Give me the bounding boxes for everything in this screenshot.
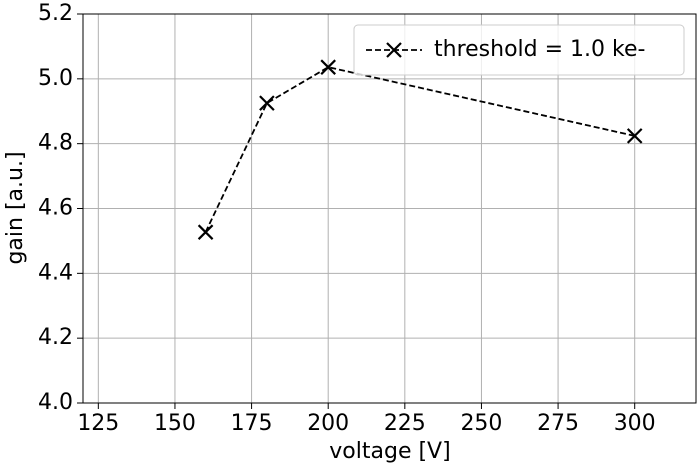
x-tick-label: 175 (231, 411, 273, 436)
x-tick-label: 125 (77, 411, 119, 436)
x-tick-label: 225 (384, 411, 426, 436)
x-tick-label: 200 (307, 411, 349, 436)
x-tick-label: 250 (460, 411, 502, 436)
y-tick-label: 5.0 (38, 66, 73, 91)
y-tick-label: 4.0 (38, 390, 73, 415)
x-tick-label: 275 (537, 411, 579, 436)
y-tick-label: 4.4 (38, 260, 73, 285)
data-point (626, 128, 643, 144)
legend-box (353, 24, 685, 76)
y-tick-label: 4.2 (38, 325, 73, 350)
y-tick-label: 5.2 (38, 1, 73, 26)
plot-frame (82, 13, 697, 404)
y-tick-label: 4.8 (38, 131, 73, 156)
y-axis-label: gain [a.u.] (3, 151, 28, 264)
legend: threshold = 1.0 ke- (353, 24, 685, 76)
data-line (204, 66, 635, 233)
data-point (259, 95, 275, 111)
x-tick-label: 300 (614, 411, 656, 436)
x-tick-label: 150 (154, 411, 196, 436)
data-point (197, 224, 214, 240)
data-point (320, 59, 336, 75)
x-axis-label: voltage [V] (329, 439, 450, 464)
legend-marker (386, 42, 402, 58)
y-tick-label: 4.6 (38, 196, 73, 221)
legend-label: threshold = 1.0 ke- (434, 37, 645, 62)
